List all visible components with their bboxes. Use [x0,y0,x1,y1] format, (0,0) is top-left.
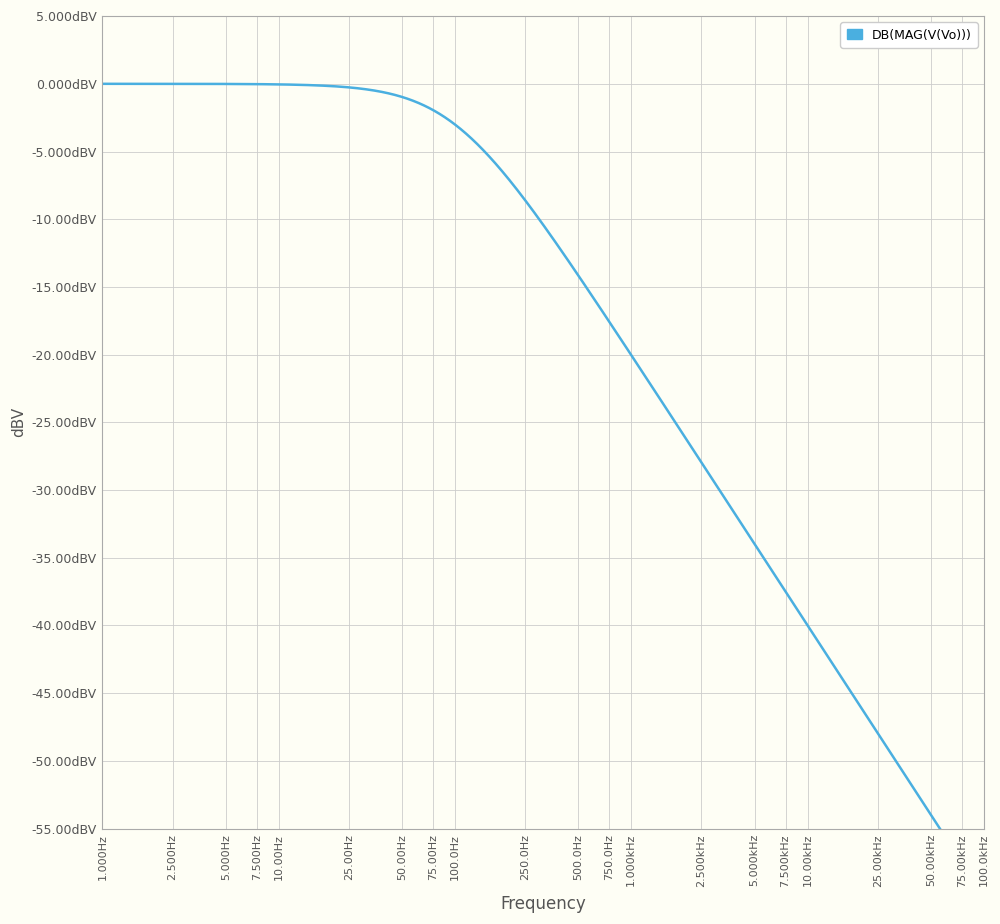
Y-axis label: dBV: dBV [11,407,26,437]
X-axis label: Frequency: Frequency [500,894,586,913]
Legend: DB(MAG(V(Vo))): DB(MAG(V(Vo))) [840,22,978,48]
